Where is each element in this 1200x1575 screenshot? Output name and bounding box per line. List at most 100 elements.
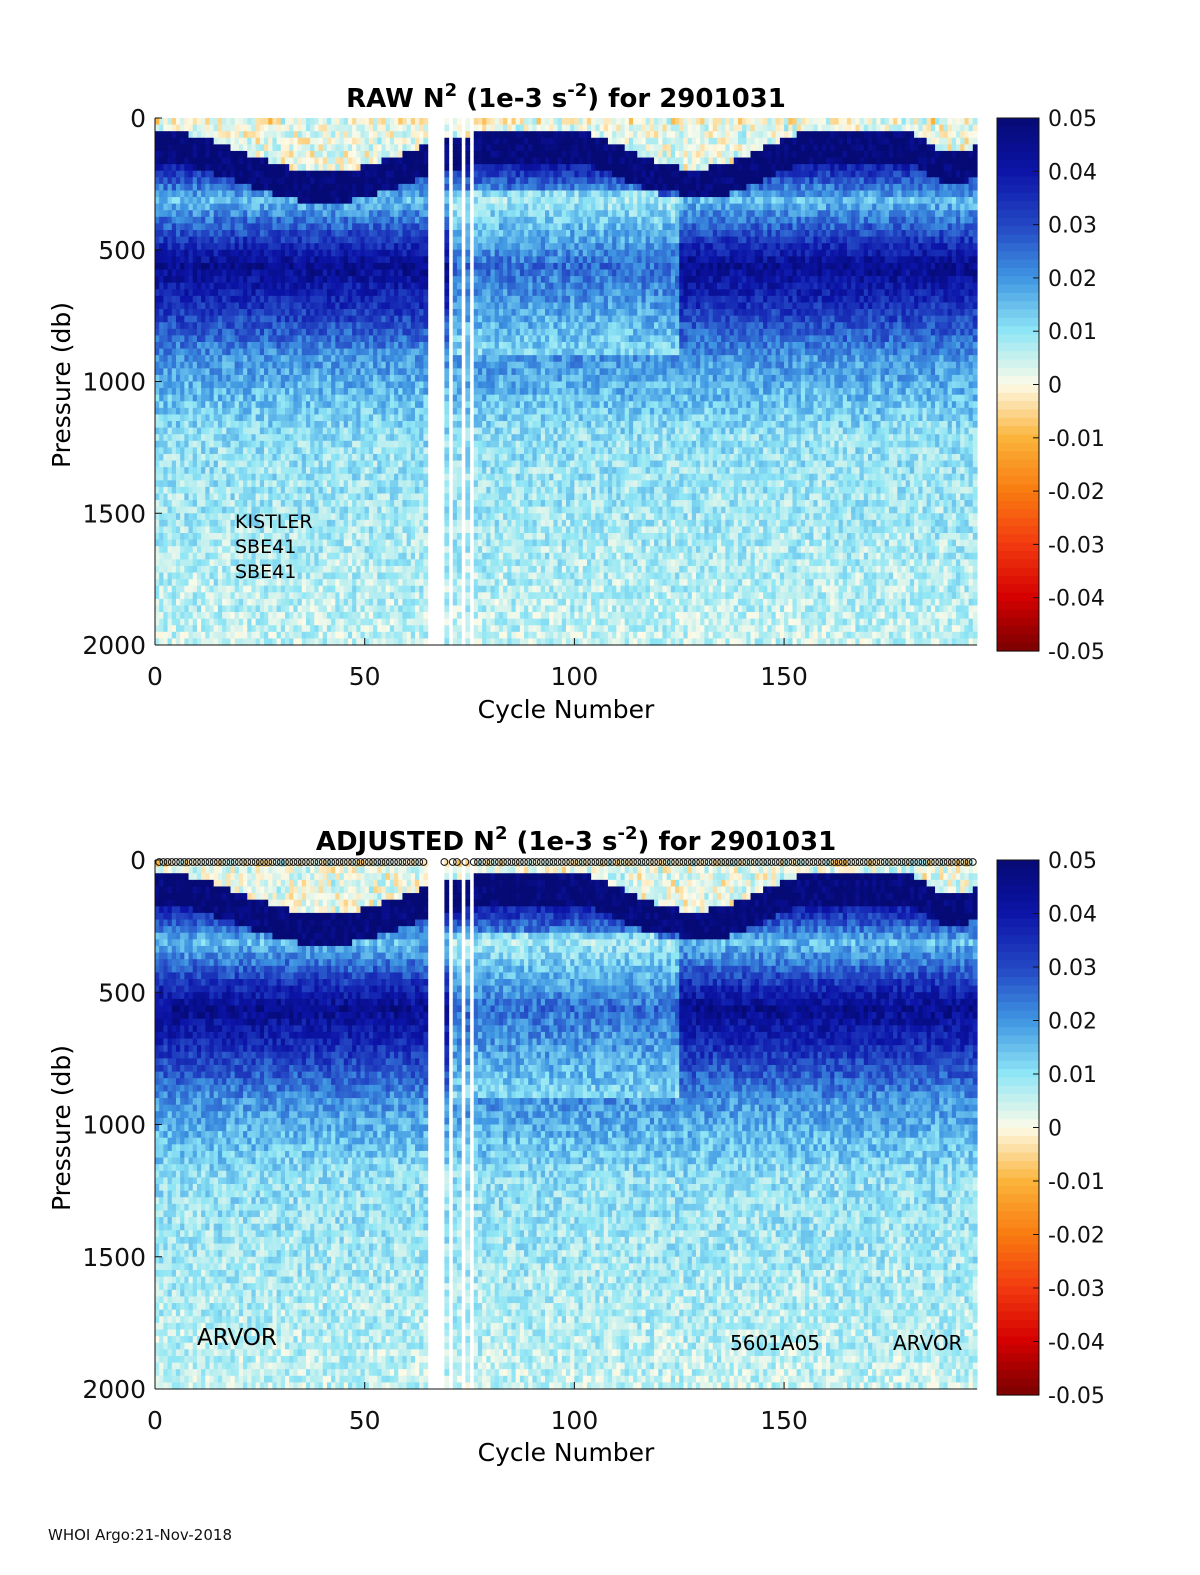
heatmap-cell <box>163 237 168 244</box>
heatmap-cell <box>411 513 416 520</box>
heatmap-cell <box>260 283 265 290</box>
heatmap-cell <box>247 270 252 277</box>
heatmap-cell <box>243 210 248 217</box>
heatmap-cell <box>356 177 361 184</box>
heatmap-cell <box>348 559 353 566</box>
heatmap-cell <box>159 197 164 204</box>
heatmap-cell <box>289 382 294 389</box>
heatmap-cell <box>390 520 395 527</box>
heatmap-cell <box>390 230 395 237</box>
heatmap-cell <box>377 414 382 421</box>
heatmap-cell <box>340 349 345 356</box>
heatmap-cell <box>197 316 202 323</box>
heatmap-cell <box>222 461 227 468</box>
heatmap-cell <box>168 138 173 145</box>
heatmap-cell <box>214 395 219 402</box>
heatmap-cell <box>394 586 399 593</box>
heatmap-cell <box>247 204 252 211</box>
heatmap-cell <box>226 302 231 309</box>
heatmap-cell <box>285 204 290 211</box>
heatmap-cell <box>386 533 391 540</box>
heatmap-cell <box>201 118 206 125</box>
heatmap-cell <box>310 256 315 263</box>
heatmap-cell <box>365 349 370 356</box>
heatmap-cell <box>189 454 194 461</box>
heatmap-cell <box>163 197 168 204</box>
heatmap-cell <box>243 263 248 270</box>
heatmap-cell <box>298 151 303 158</box>
heatmap-cell <box>180 131 185 138</box>
heatmap-cell <box>369 408 374 415</box>
heatmap-cell <box>176 533 181 540</box>
heatmap-cell <box>210 349 215 356</box>
heatmap-cell <box>381 395 386 402</box>
heatmap-cell <box>243 605 248 612</box>
heatmap-cell <box>310 217 315 224</box>
heatmap-cell <box>180 461 185 468</box>
heatmap-cell <box>398 309 403 316</box>
heatmap-cell <box>172 454 177 461</box>
heatmap-cell <box>210 487 215 494</box>
heatmap-cell <box>361 586 366 593</box>
heatmap-cell <box>155 395 160 402</box>
heatmap-cell <box>402 441 407 448</box>
heatmap-cell <box>176 461 181 468</box>
heatmap-cell <box>268 309 273 316</box>
heatmap-cell <box>281 487 286 494</box>
heatmap-cell <box>260 276 265 283</box>
heatmap-cell <box>218 210 223 217</box>
heatmap-cell <box>344 164 349 171</box>
heatmap-cell <box>331 493 336 500</box>
heatmap-cell <box>184 250 189 257</box>
heatmap-cell <box>155 408 160 415</box>
heatmap-cell <box>352 573 357 580</box>
heatmap-cell <box>365 513 370 520</box>
heatmap-cell <box>340 131 345 138</box>
heatmap-cell <box>335 533 340 540</box>
heatmap-cell <box>272 263 277 270</box>
heatmap-cell <box>159 204 164 211</box>
heatmap-cell <box>268 230 273 237</box>
heatmap-cell <box>377 388 382 395</box>
heatmap-cell <box>381 263 386 270</box>
heatmap-cell <box>197 401 202 408</box>
heatmap-cell <box>319 388 324 395</box>
heatmap-cell <box>268 125 273 132</box>
heatmap-cell <box>352 480 357 487</box>
heatmap-cell <box>247 250 252 257</box>
heatmap-cell <box>210 270 215 277</box>
heatmap-cell <box>390 250 395 257</box>
heatmap-cell <box>281 243 286 250</box>
heatmap-cell <box>411 414 416 421</box>
heatmap-cell <box>314 223 319 230</box>
heatmap-cell <box>411 428 416 435</box>
heatmap-cell <box>323 559 328 566</box>
heatmap-cell <box>184 395 189 402</box>
heatmap-cell <box>407 171 412 178</box>
heatmap-cell <box>159 461 164 468</box>
heatmap-cell <box>394 368 399 375</box>
heatmap-cell <box>172 559 177 566</box>
heatmap-cell <box>398 566 403 573</box>
heatmap-cell <box>319 382 324 389</box>
heatmap-cell <box>235 322 240 329</box>
heatmap-cell <box>180 625 185 632</box>
heatmap-cell <box>377 421 382 428</box>
heatmap-cell <box>193 335 198 342</box>
heatmap-cell <box>264 454 269 461</box>
heatmap-cell <box>172 309 177 316</box>
heatmap-cell <box>302 355 307 362</box>
heatmap-cell <box>172 118 177 125</box>
heatmap-cell <box>340 619 345 626</box>
heatmap-cell <box>302 500 307 507</box>
heatmap-cell <box>277 223 282 230</box>
heatmap-cell <box>335 408 340 415</box>
heatmap-cell <box>176 223 181 230</box>
heatmap-cell <box>402 461 407 468</box>
heatmap-cell <box>402 513 407 520</box>
heatmap-cell <box>327 138 332 145</box>
heatmap-cell <box>180 513 185 520</box>
heatmap-cell <box>306 553 311 560</box>
heatmap-cell <box>201 125 206 132</box>
heatmap-cell <box>197 223 202 230</box>
